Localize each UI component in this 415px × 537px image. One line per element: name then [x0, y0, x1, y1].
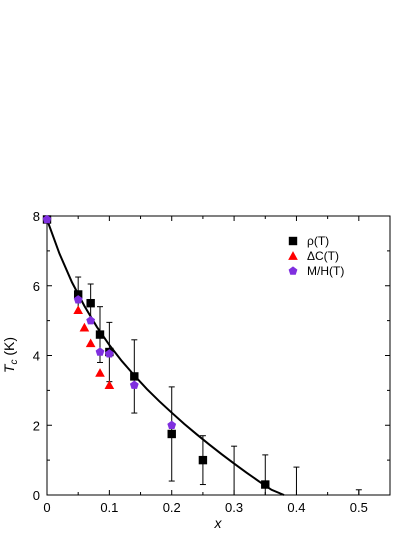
triangle-point — [104, 380, 115, 390]
pentagon-point — [42, 214, 52, 224]
y-tick-label: 0 — [33, 488, 40, 503]
error-bar-extra — [231, 445, 238, 495]
pentagon-point — [95, 347, 105, 356]
square-point — [167, 429, 176, 439]
legend-label: ρ(T) — [307, 234, 329, 248]
y-tick-label: 6 — [33, 279, 40, 294]
y-axis-label-sub: c — [9, 360, 20, 365]
y-axis-label-unit: (K) — [1, 337, 17, 360]
triangle-point — [95, 368, 105, 377]
y-axis-label-main: T — [1, 363, 17, 373]
triangle-point — [73, 305, 84, 315]
square-point — [95, 330, 105, 339]
x-tick-label: 0.5 — [350, 500, 368, 515]
legend-label: ΔC(T) — [307, 249, 339, 263]
y-tick-label: 4 — [33, 349, 40, 364]
fit-curve — [46, 219, 285, 496]
triangle-point — [79, 322, 90, 332]
legend-marker — [288, 236, 298, 246]
error-bar-extra — [293, 466, 300, 495]
pentagon-point — [167, 420, 177, 429]
legend-label: M/H(T) — [307, 264, 344, 278]
square-point — [261, 480, 270, 489]
y-axis-label: Tc (K) — [1, 337, 20, 373]
x-tick-label: 0.1 — [100, 500, 118, 515]
y-tick-label: 8 — [33, 209, 40, 224]
x-axis-label: x — [214, 515, 223, 531]
legend-marker — [288, 266, 298, 275]
square-point — [198, 455, 208, 465]
error-bar — [262, 454, 269, 495]
x-tick-label: 0 — [43, 500, 50, 515]
square-point — [86, 298, 95, 308]
pentagon-point — [104, 349, 114, 358]
legend-marker — [288, 251, 298, 260]
error-bar-extra — [355, 489, 362, 495]
x-tick-label: 0.4 — [287, 500, 305, 515]
triangle-point — [85, 338, 96, 348]
x-tick-label: 0.2 — [163, 500, 181, 515]
x-tick-label: 0.3 — [225, 500, 243, 515]
legend: ρ(T)ΔC(T)M/H(T) — [288, 234, 344, 278]
y-tick-label: 2 — [33, 418, 40, 433]
pentagon-point — [86, 316, 96, 325]
square-point — [130, 372, 139, 381]
pentagon-point — [73, 295, 83, 304]
pentagon-point — [129, 380, 139, 389]
square-point — [73, 290, 83, 299]
